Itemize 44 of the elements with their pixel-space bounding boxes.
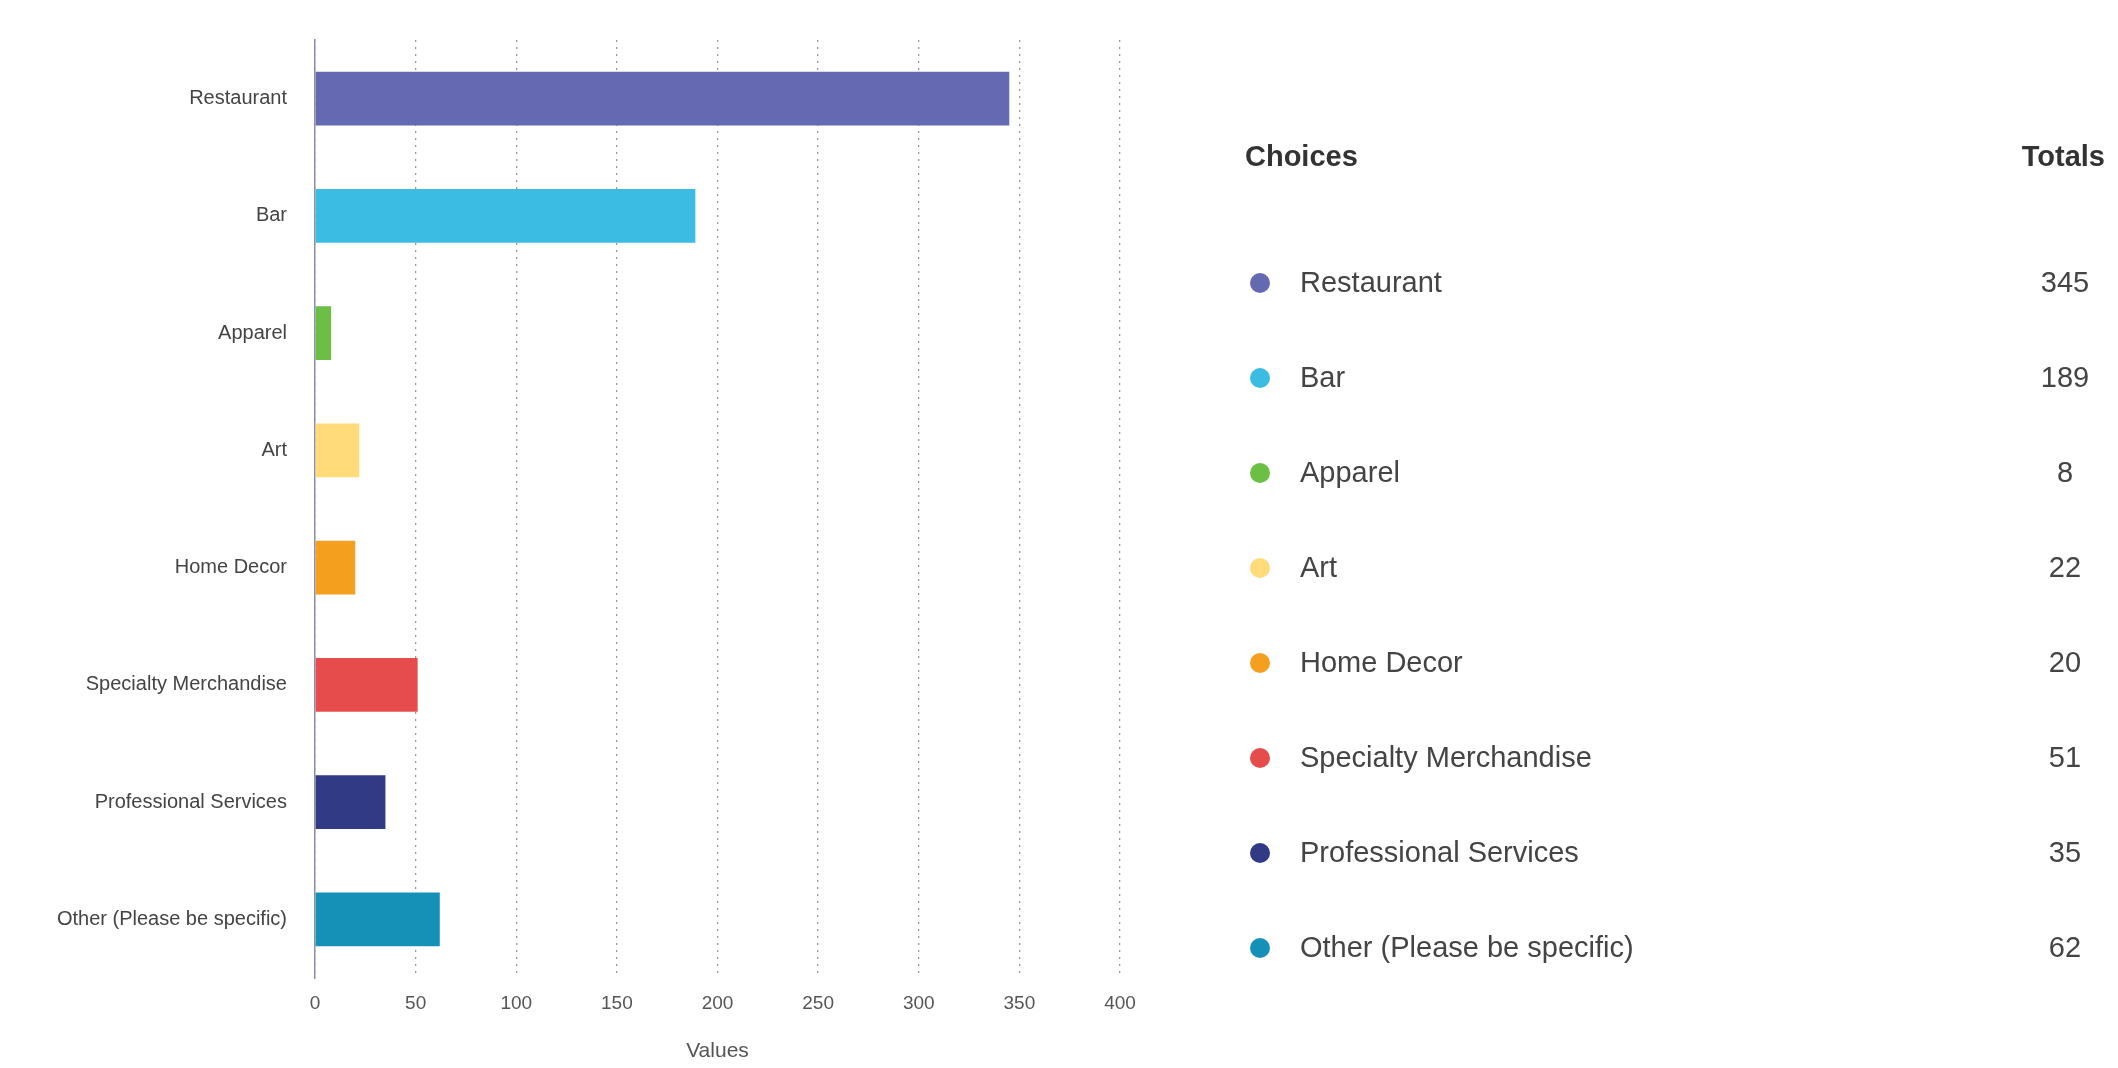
data-label: 20	[2047, 646, 2083, 679]
data-label: 345	[2039, 266, 2091, 299]
category-label: Restaurant	[1300, 266, 1443, 299]
category-label: Professional Services	[1300, 836, 1580, 869]
x-tick-label: 100	[500, 991, 533, 1013]
category-label: Bar	[1300, 361, 1347, 394]
x-axis-title: Values	[686, 1038, 749, 1062]
y-tick-label: Professional Services	[94, 789, 287, 812]
category-label: Specialty Merchandise	[1300, 741, 1593, 774]
y-tick-label: Bar	[255, 203, 288, 226]
x-tick-label: 50	[405, 991, 427, 1013]
data-label: 8	[2055, 456, 2075, 489]
x-tick-label: 150	[601, 991, 633, 1013]
text: Totals	[2021, 140, 2105, 174]
data-label: 189	[2039, 361, 2091, 394]
x-tick-label: 350	[1003, 991, 1036, 1013]
x-tick-label: 250	[802, 991, 834, 1013]
category-label: Home Decor	[1300, 646, 1464, 679]
y-tick-label: Specialty Merchandise	[85, 672, 287, 695]
x-tick-label: 300	[902, 991, 935, 1013]
x-tick-label: 0	[309, 991, 321, 1013]
bar	[315, 892, 440, 947]
bar	[315, 540, 356, 595]
bar	[315, 775, 386, 830]
y-tick-label: Art	[261, 437, 288, 460]
data-label: 22	[2047, 551, 2083, 584]
text: Choices	[1245, 140, 1358, 174]
x-tick-label: 400	[1104, 991, 1136, 1013]
x-tick-label: 200	[701, 991, 734, 1013]
data-label: 51	[2047, 741, 2083, 774]
y-tick-label: Home Decor	[174, 555, 288, 578]
bar	[315, 306, 332, 361]
bar	[315, 657, 418, 712]
bar	[315, 188, 696, 243]
y-tick-label: Restaurant	[189, 86, 288, 109]
category-label: Apparel	[1300, 456, 1401, 489]
y-tick-label: Apparel	[218, 320, 287, 343]
category-label: Art	[1300, 551, 1339, 584]
bar	[315, 71, 1010, 126]
bar	[315, 423, 360, 478]
y-tick-label: Other (Please be specific)	[56, 906, 287, 929]
category-label: Other (Please be specific)	[1300, 931, 1635, 964]
data-label: 62	[2047, 931, 2083, 964]
data-label: 35	[2047, 836, 2083, 869]
